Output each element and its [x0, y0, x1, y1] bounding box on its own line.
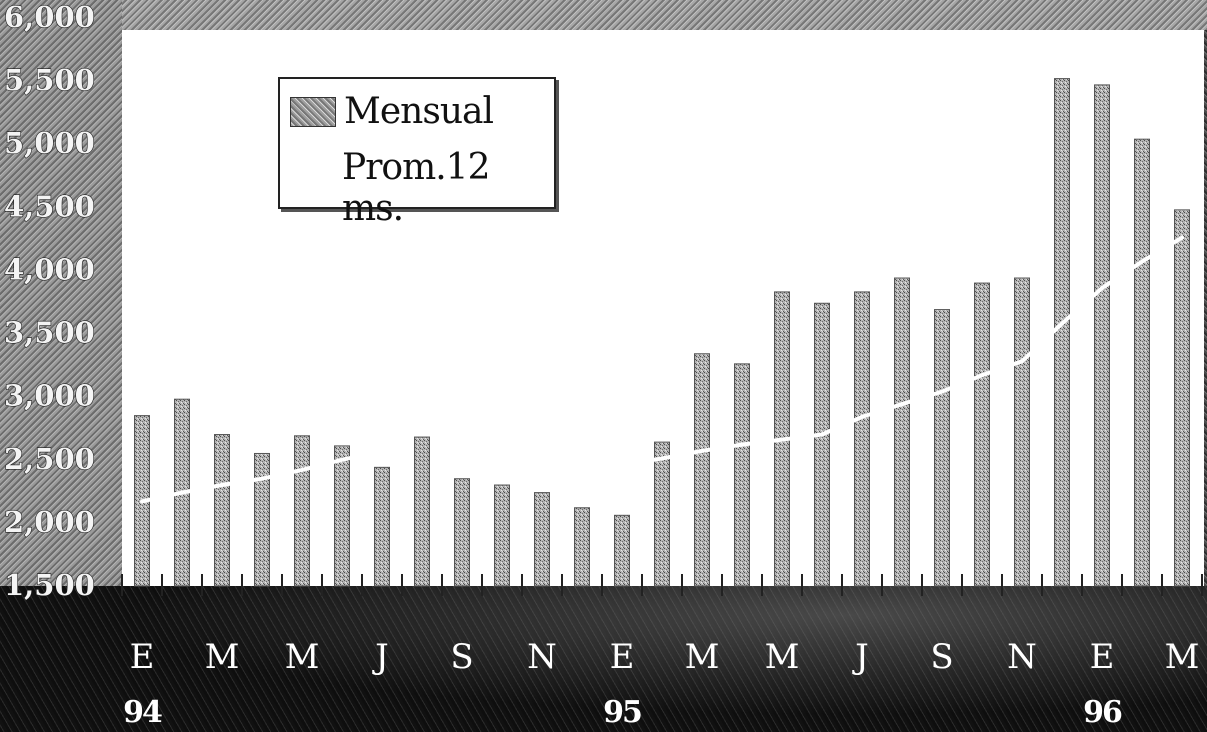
line-point-2: [220, 483, 224, 487]
line-point-12: [620, 463, 624, 467]
line-point-22: [1020, 359, 1024, 363]
bar-4: [294, 435, 310, 587]
x-year-label: 96: [1083, 695, 1122, 730]
x-tick-label: J: [852, 637, 869, 677]
line-point-16: [780, 438, 784, 442]
y-axis-labels: 6,000 5,500 5,000 4,500 4,000 3,500 3,000 2,500…: [3, 0, 95, 603]
bar-25: [1134, 138, 1150, 587]
x-axis-band: [0, 586, 1207, 732]
bar-3: [254, 452, 270, 587]
x-tick-label: M: [285, 637, 320, 677]
bar-24: [1094, 84, 1110, 587]
x-axis-ticks: [121, 574, 1203, 596]
x-tick-label: J: [372, 637, 389, 677]
bar-9: [494, 484, 510, 587]
line-point-25: [1140, 260, 1144, 264]
bar-8: [454, 478, 470, 587]
bar-2: [214, 434, 230, 587]
line-point-23: [1060, 321, 1064, 325]
legend: Mensual Prom.12 ms.: [278, 77, 556, 229]
y-tick-label: 5,500: [4, 63, 95, 97]
bar-20: [934, 309, 950, 587]
bar-19: [894, 277, 910, 587]
x-tick-label: E: [130, 637, 155, 677]
x-year-label: 94: [123, 695, 162, 730]
x-tick-label: M: [1165, 637, 1200, 677]
y-tick-label: 3,000: [4, 379, 95, 413]
bar-26: [1174, 209, 1190, 587]
legend-label-prom12: Prom.12 ms.: [342, 147, 491, 229]
top-band: [122, 0, 1207, 30]
x-tick-label: S: [930, 637, 953, 677]
line-point-6: [380, 449, 384, 453]
bar-21: [974, 282, 990, 587]
line-point-5: [340, 458, 344, 462]
legend-label-mensual: Mensual: [344, 91, 494, 132]
line-point-3: [260, 477, 264, 481]
bar-13: [654, 441, 670, 587]
line-point-4: [300, 468, 304, 472]
y-tick-label: 4,500: [4, 189, 95, 223]
y-tick-label: 1,500: [4, 568, 95, 602]
x-year-label: 95: [603, 695, 641, 730]
bar-14: [694, 353, 710, 587]
x-tick-label: N: [1007, 637, 1037, 677]
line-point-13: [660, 457, 664, 461]
line-point-20: [940, 390, 944, 394]
bar-17: [814, 302, 830, 587]
x-tick-label: E: [610, 637, 635, 677]
x-tick-label: M: [765, 637, 800, 677]
line-point-18: [860, 415, 864, 419]
bar-5: [334, 445, 350, 587]
legend-swatch-bar: [290, 96, 336, 127]
x-axis-labels: E M M J S N E M M J S N E M 94 95 96: [123, 637, 1199, 730]
bar-22: [1014, 277, 1030, 587]
bar-23: [1054, 78, 1070, 587]
line-point-24: [1100, 286, 1104, 290]
x-tick-label: E: [1090, 637, 1115, 677]
y-tick-label: 3,500: [4, 316, 95, 350]
x-tick-label: M: [685, 637, 720, 677]
y-tick-label: 2,500: [4, 442, 95, 476]
bar-12: [614, 514, 630, 587]
line-point-0: [140, 499, 144, 503]
bar-18: [854, 291, 870, 587]
x-tick-label: M: [205, 637, 240, 677]
line-point-19: [900, 402, 904, 406]
line-point-26: [1180, 236, 1184, 240]
y-axis-band: [0, 0, 122, 600]
y-tick-label: 2,000: [4, 505, 95, 539]
bar-6: [374, 466, 390, 587]
bar-15: [734, 363, 750, 587]
legend-item-mensual: Mensual: [290, 91, 494, 132]
line-point-14: [700, 449, 704, 453]
x-tick-label: S: [450, 637, 473, 677]
y-tick-label: 5,000: [4, 126, 95, 160]
x-tick-label: N: [527, 637, 557, 677]
y-tick-label: 6,000: [4, 0, 95, 34]
bar-10: [534, 492, 550, 587]
y-tick-label: 4,000: [4, 252, 95, 286]
line-point-15: [740, 443, 744, 447]
line-point-21: [980, 373, 984, 377]
line-point-1: [180, 491, 184, 495]
bar-11: [574, 507, 590, 587]
line-series: [140, 235, 1184, 504]
bar-7: [414, 436, 430, 587]
line-point-17: [820, 433, 824, 437]
legend-item-prom12: Prom.12 ms.: [342, 147, 554, 229]
